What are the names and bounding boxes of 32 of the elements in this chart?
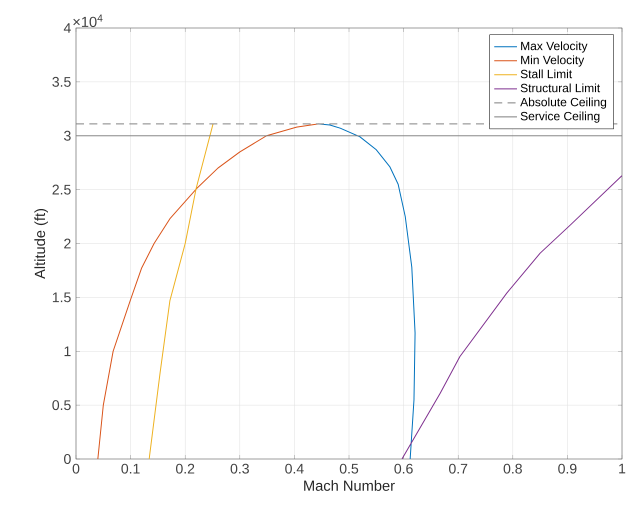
y-tick-label: 4: [64, 23, 71, 33]
x-tick-label: 0.9: [558, 464, 576, 474]
y-tick-label: 3.5: [52, 76, 71, 87]
y-tick-label: 0: [64, 454, 71, 464]
y-tick-label: 2.5: [52, 184, 71, 195]
x-tick-label: 0.4: [285, 464, 304, 474]
y-tick-label: 3: [64, 130, 71, 141]
line-series: [148, 123, 214, 459]
y-tick-label: 1: [64, 346, 71, 356]
x-axis-title: Mach Number: [304, 480, 395, 491]
legend-label: Min Velocity: [521, 55, 584, 67]
legend-label: Absolute Ceiling: [520, 98, 606, 109]
y-tick-label: 1.5: [52, 292, 71, 302]
legend-label: Structural Limit: [520, 83, 600, 92]
x-tick-label: 0.5: [340, 464, 358, 474]
x-tick-label: 0.3: [230, 464, 249, 474]
x-tick-label: 0: [72, 464, 80, 474]
x-tick-label: 0.2: [176, 464, 194, 474]
legend-label: Service Ceiling: [520, 112, 600, 123]
x-tick-label: 0.1: [121, 464, 140, 474]
legend-label: Max Velocity: [521, 41, 588, 53]
x-tick-label: 0.7: [449, 464, 468, 474]
x-tick-label: 0.8: [504, 464, 522, 474]
x-tick-label: 0.6: [394, 464, 413, 474]
line-series: [401, 175, 622, 459]
y-tick-label: 2: [64, 238, 71, 248]
line-series: [97, 123, 319, 459]
y-tick-label: 0.5: [52, 400, 71, 410]
legend-label: Stall Limit: [520, 69, 572, 78]
y-axis-title: Altitude (ft): [34, 208, 48, 279]
text: ×10$^{4}$: [73, 14, 103, 28]
x-tick-label: 1: [619, 464, 626, 474]
